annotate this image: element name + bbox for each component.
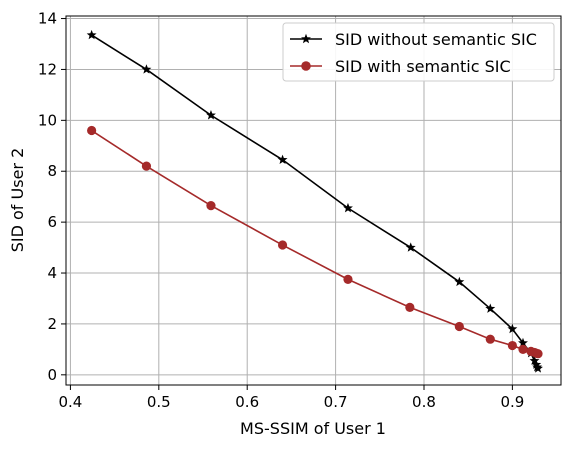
x-tick-label: 0.5 <box>147 393 171 411</box>
x-axis: 0.4 0.5 0.6 0.7 0.8 0.9 <box>58 385 524 411</box>
y-axis-label: SID of User 2 <box>8 148 27 253</box>
y-tick-label: 0 <box>47 366 57 384</box>
data-point-star <box>531 359 542 369</box>
data-point-circle <box>87 125 97 136</box>
y-tick-label: 10 <box>38 111 57 129</box>
data-point-star <box>518 337 528 348</box>
x-tick-label: 0.7 <box>324 393 348 411</box>
data-point-star <box>206 110 216 120</box>
y-tick-label: 12 <box>38 60 57 78</box>
legend-box <box>282 22 555 82</box>
data-point-star <box>485 303 496 313</box>
y-tick-label: 14 <box>38 10 57 28</box>
y-tick-label: 8 <box>47 162 57 180</box>
data-point-circle <box>277 240 288 250</box>
legend-circle-marker <box>301 61 311 71</box>
y-tick-label: 6 <box>47 213 57 231</box>
data-point-circle <box>518 344 528 354</box>
data-point-star <box>277 154 288 164</box>
data-point-star <box>507 323 518 334</box>
legend-star-marker <box>301 33 311 44</box>
data-point-circle <box>405 302 415 312</box>
data-point-circle <box>206 200 216 211</box>
data-point-star <box>454 276 465 287</box>
x-tick-label: 0.8 <box>412 393 436 411</box>
data-point-star <box>86 29 97 40</box>
y-tick-label: 4 <box>47 264 57 282</box>
series-layer <box>86 29 543 373</box>
data-point-circle <box>485 334 495 344</box>
plot-frame <box>65 15 562 386</box>
data-point-circle <box>343 274 353 284</box>
x-tick-label: 0.6 <box>235 393 259 411</box>
grid <box>66 16 561 385</box>
data-point-star <box>141 64 152 74</box>
x-tick-label: 0.4 <box>58 393 82 411</box>
data-point-star <box>529 355 540 366</box>
data-point-star <box>405 242 416 252</box>
x-tick-label: 0.9 <box>500 393 524 411</box>
data-point-circle <box>141 161 152 171</box>
series-2 <box>87 125 543 359</box>
data-point-circle <box>533 349 543 359</box>
x-axis-label: MS-SSIM of User 1 <box>240 419 386 438</box>
y-axis: 0 2 4 6 8 10 12 14 <box>38 10 66 384</box>
legend-label-2: SID with semantic SIC <box>335 57 511 76</box>
legend: SID without semantic SIC SID with semant… <box>282 22 555 82</box>
legend-label-1: SID without semantic SIC <box>335 30 537 49</box>
data-point-star <box>343 202 353 213</box>
y-tick-label: 2 <box>47 315 57 333</box>
data-point-circle <box>507 340 517 351</box>
data-point-circle <box>454 321 464 332</box>
data-point-star <box>533 363 543 373</box>
